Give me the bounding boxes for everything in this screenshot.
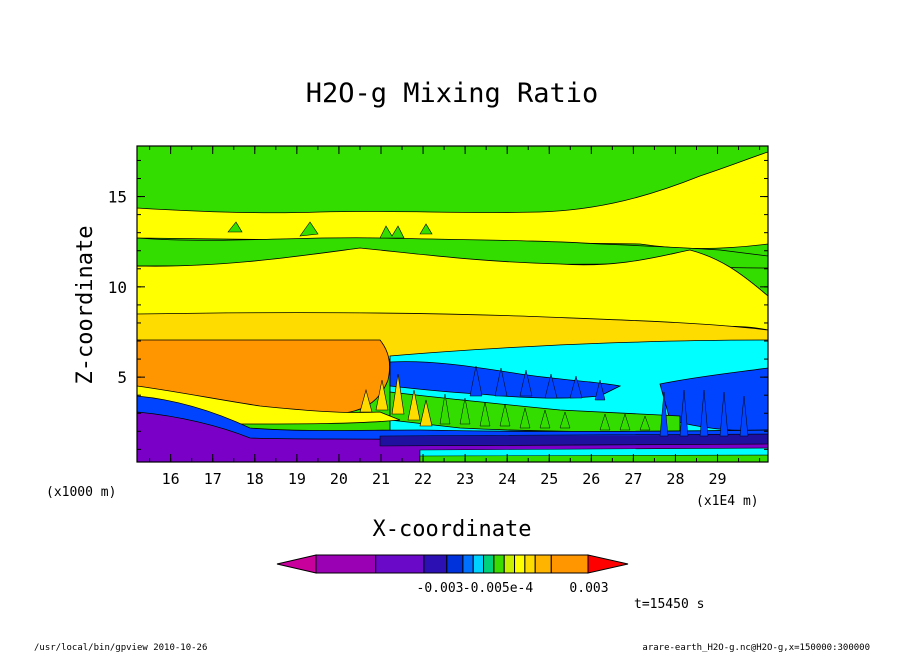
x-tick-label: 19 bbox=[288, 470, 306, 488]
band-blue-upper bbox=[389, 361, 622, 399]
x-tick-label: 17 bbox=[204, 470, 222, 488]
footer-left: /usr/local/bin/gpview 2010-10-26 bbox=[34, 643, 207, 653]
colorbar-segment bbox=[315, 554, 377, 574]
colorbar-segment bbox=[462, 554, 474, 574]
x-tick-label: 20 bbox=[330, 470, 348, 488]
x-tick-label: 21 bbox=[372, 470, 390, 488]
colorbar-arrow-high bbox=[587, 554, 629, 574]
x-tick-label: 26 bbox=[582, 470, 600, 488]
colorbar-segment bbox=[534, 554, 552, 574]
x-tick-label: 22 bbox=[414, 470, 432, 488]
plot-frame bbox=[136, 145, 769, 463]
x-tick-label: 28 bbox=[666, 470, 684, 488]
band-blue-right bbox=[659, 367, 768, 431]
colorbar-segment bbox=[472, 554, 485, 574]
x-axis-label: X-coordinate bbox=[373, 517, 532, 542]
y-tick-label: 15 bbox=[108, 188, 127, 207]
x-tick-label: 29 bbox=[708, 470, 726, 488]
colorbar-label-2: -0.005e-4 bbox=[463, 581, 534, 596]
x-tick-label: 18 bbox=[246, 470, 264, 488]
y-axis: 5 10 15 bbox=[108, 159, 768, 450]
colorbar bbox=[276, 554, 629, 574]
footer-right: arare-earth_H2O-g.nc@H2O-g,x=150000:3000… bbox=[642, 643, 870, 653]
band-mid-yellow bbox=[137, 247, 768, 331]
y-tick-label: 10 bbox=[108, 278, 127, 297]
front-flames bbox=[359, 373, 433, 427]
x-tick-label: 27 bbox=[624, 470, 642, 488]
x-tick-label: 24 bbox=[498, 470, 516, 488]
band-navy-streak bbox=[379, 433, 768, 447]
colorbar-label-3: 0.003 bbox=[569, 581, 608, 596]
band-upper-yellow bbox=[137, 151, 768, 249]
time-annotation: t=15450 s bbox=[634, 597, 704, 612]
colorbar-segment bbox=[375, 554, 425, 574]
colorbar-segment bbox=[550, 554, 589, 574]
spikes-navy bbox=[659, 389, 749, 437]
colorbar-segment bbox=[524, 554, 536, 574]
chart-title: H2O-g Mixing Ratio bbox=[306, 78, 599, 109]
y-axis-label: Z-coordinate bbox=[73, 226, 98, 385]
colorbar-segment bbox=[423, 554, 448, 574]
x-units-right: (x1E4 m) bbox=[696, 494, 759, 509]
band-upper-green-blobs bbox=[227, 221, 433, 239]
colorbar-segment bbox=[514, 554, 526, 574]
x-tick-label: 16 bbox=[162, 470, 180, 488]
spikes-green bbox=[439, 393, 651, 431]
colorbar-label-1: -0.003 bbox=[417, 581, 464, 596]
colorbar-arrow-low bbox=[276, 554, 317, 574]
colorbar-segment bbox=[446, 554, 464, 574]
x-axis: 16 17 18 19 20 21 22 23 24 25 26 27 28 29 bbox=[149, 146, 761, 488]
x-tick-label: 23 bbox=[456, 470, 474, 488]
spikes-blue bbox=[469, 365, 606, 401]
colorbar-segment bbox=[493, 554, 505, 574]
y-tick-label: 5 bbox=[117, 368, 127, 387]
colorbar-segment bbox=[483, 554, 495, 574]
contour-field bbox=[137, 146, 768, 462]
x-units-left: (x1000 m) bbox=[46, 485, 116, 500]
x-tick-label: 25 bbox=[540, 470, 558, 488]
colorbar-segment bbox=[503, 554, 516, 574]
band-bottom-strip-green bbox=[419, 454, 768, 462]
